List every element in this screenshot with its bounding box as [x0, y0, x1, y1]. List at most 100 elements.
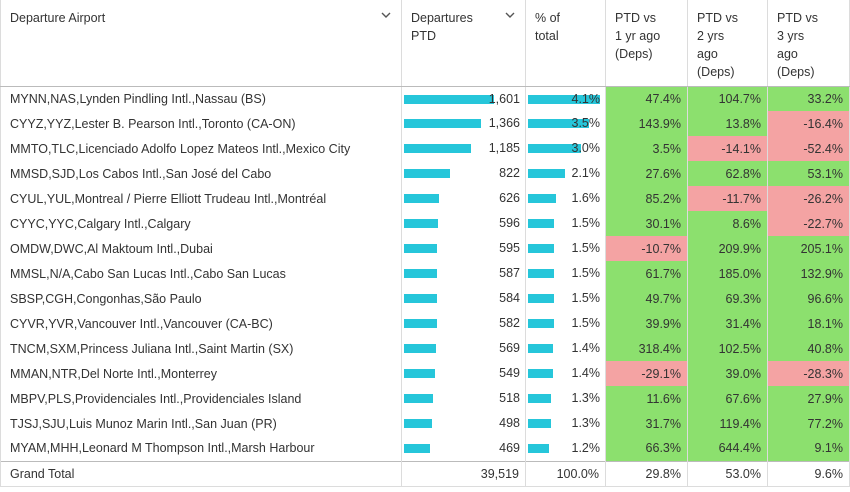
- table-row[interactable]: CYVR,YVR,Vancouver Intl.,Vancouver (CA-B…: [0, 311, 850, 336]
- share-bar: [528, 294, 554, 303]
- airport-name[interactable]: CYVR,YVR,Vancouver Intl.,Vancouver (CA-B…: [0, 311, 402, 336]
- departures-bar: [404, 269, 437, 278]
- share-bar: [528, 344, 553, 353]
- grand-total-row: Grand Total 39,519 100.0% 29.8% 53.0% 9.…: [0, 460, 850, 487]
- vs-2yr-value: 62.8%: [687, 161, 768, 186]
- departures-bar: [404, 169, 450, 178]
- column-header-vs-2yr[interactable]: PTD vs 2 yrs ago (Deps): [687, 0, 768, 87]
- departures-cell: 582: [401, 311, 526, 336]
- airport-name[interactable]: CYUL,YUL,Montreal / Pierre Elliott Trude…: [0, 186, 402, 211]
- airport-name[interactable]: MBPV,PLS,Providenciales Intl.,Providenci…: [0, 386, 402, 411]
- share-cell: 1.6%: [525, 186, 606, 211]
- table-row[interactable]: CYUL,YUL,Montreal / Pierre Elliott Trude…: [0, 186, 850, 211]
- share-bar: [528, 119, 589, 128]
- airport-name[interactable]: MYAM,MHH,Leonard M Thompson Intl.,Marsh …: [0, 436, 402, 461]
- column-header-share-line-2: total: [535, 29, 559, 43]
- vs-3yr-value: -26.2%: [767, 186, 850, 211]
- grand-total-vs-1yr: 29.8%: [605, 460, 688, 487]
- table-row[interactable]: OMDW,DWC,Al Maktoum Intl.,Dubai 595 1.5% -1…: [0, 236, 850, 261]
- airport-name[interactable]: MMSD,SJD,Los Cabos Intl.,San José del Ca…: [0, 161, 402, 186]
- table-row[interactable]: CYYZ,YYZ,Lester B. Pearson Intl.,Toronto…: [0, 111, 850, 136]
- airport-name[interactable]: CYYC,YYC,Calgary Intl.,Calgary: [0, 211, 402, 236]
- share-cell: 1.5%: [525, 261, 606, 286]
- departures-cell: 569: [401, 336, 526, 361]
- column-header-departures-line-1: Departures: [411, 11, 473, 25]
- column-header-vs-1yr[interactable]: PTD vs 1 yr ago (Deps): [605, 0, 688, 87]
- column-header-vs-3yr-line-2: 3 yrs: [777, 29, 805, 43]
- airport-name[interactable]: TJSJ,SJU,Luis Munoz Marin Intl.,San Juan…: [0, 411, 402, 436]
- table-row[interactable]: MMTO,TLC,Licenciado Adolfo Lopez Mateos …: [0, 136, 850, 161]
- table-row[interactable]: MMSL,N/A,Cabo San Lucas Intl.,Cabo San L…: [0, 261, 850, 286]
- share-bar: [528, 269, 554, 278]
- departures-bar: [404, 319, 437, 328]
- table-row[interactable]: TNCM,SXM,Princess Juliana Intl.,Saint Ma…: [0, 336, 850, 361]
- share-cell: 1.2%: [525, 436, 606, 461]
- vs-2yr-value: 102.5%: [687, 336, 768, 361]
- airport-name[interactable]: MMAN,NTR,Del Norte Intl.,Monterrey: [0, 361, 402, 386]
- vs-3yr-value: 77.2%: [767, 411, 850, 436]
- airport-name[interactable]: MMTO,TLC,Licenciado Adolfo Lopez Mateos …: [0, 136, 402, 161]
- departures-bar: [404, 119, 481, 128]
- vs-2yr-value: 31.4%: [687, 311, 768, 336]
- airport-name[interactable]: MMSL,N/A,Cabo San Lucas Intl.,Cabo San L…: [0, 261, 402, 286]
- vs-3yr-value: 132.9%: [767, 261, 850, 286]
- airport-name[interactable]: MYNN,NAS,Lynden Pindling Intl.,Nassau (B…: [0, 86, 402, 111]
- airport-name[interactable]: CYYZ,YYZ,Lester B. Pearson Intl.,Toronto…: [0, 111, 402, 136]
- departures-value: 469: [499, 441, 520, 455]
- vs-2yr-value: 69.3%: [687, 286, 768, 311]
- grand-total-share: 100.0%: [525, 460, 606, 487]
- vs-1yr-value: 49.7%: [605, 286, 688, 311]
- table-row[interactable]: CYYC,YYC,Calgary Intl.,Calgary 596 1.5% 30.…: [0, 211, 850, 236]
- table-row[interactable]: MBPV,PLS,Providenciales Intl.,Providenci…: [0, 386, 850, 411]
- vs-2yr-value: -14.1%: [687, 136, 768, 161]
- airport-name[interactable]: OMDW,DWC,Al Maktoum Intl.,Dubai: [0, 236, 402, 261]
- departures-cell: 549: [401, 361, 526, 386]
- column-header-vs-3yr[interactable]: PTD vs 3 yrs ago (Deps): [767, 0, 850, 87]
- share-value: 1.5%: [571, 266, 601, 280]
- table-row[interactable]: MMSD,SJD,Los Cabos Intl.,San José del Ca…: [0, 161, 850, 186]
- share-value: 1.4%: [571, 341, 601, 355]
- table-row[interactable]: TJSJ,SJU,Luis Munoz Marin Intl.,San Juan…: [0, 411, 850, 436]
- chevron-down-icon[interactable]: [379, 8, 393, 22]
- vs-2yr-value: 209.9%: [687, 236, 768, 261]
- airport-name[interactable]: TNCM,SXM,Princess Juliana Intl.,Saint Ma…: [0, 336, 402, 361]
- share-value: 4.1%: [571, 91, 601, 106]
- vs-1yr-value: 39.9%: [605, 311, 688, 336]
- grand-total-label: Grand Total: [0, 460, 402, 487]
- vs-3yr-value: -52.4%: [767, 136, 850, 161]
- share-bar: [528, 394, 551, 403]
- share-bar: [528, 219, 554, 228]
- share-cell: 1.5%: [525, 286, 606, 311]
- share-cell: 1.4%: [525, 336, 606, 361]
- vs-3yr-value: -22.7%: [767, 211, 850, 236]
- share-cell: 1.3%: [525, 411, 606, 436]
- table-row[interactable]: MYAM,MHH,Leonard M Thompson Intl.,Marsh …: [0, 436, 850, 461]
- share-value: 1.6%: [571, 191, 601, 205]
- vs-1yr-value: 143.9%: [605, 111, 688, 136]
- column-header-share[interactable]: % of total: [525, 0, 606, 87]
- column-header-airport[interactable]: Departure Airport: [0, 0, 402, 87]
- table-row[interactable]: MMAN,NTR,Del Norte Intl.,Monterrey 549 1.4…: [0, 361, 850, 386]
- departures-cell: 1,366: [401, 111, 526, 136]
- vs-1yr-value: 30.1%: [605, 211, 688, 236]
- airport-name[interactable]: SBSP,CGH,Congonhas,São Paulo: [0, 286, 402, 311]
- column-header-vs-1yr-line-1: PTD vs: [615, 11, 656, 25]
- table-body: MYNN,NAS,Lynden Pindling Intl.,Nassau (B…: [0, 86, 850, 461]
- departures-cell: 587: [401, 261, 526, 286]
- vs-2yr-value: 67.6%: [687, 386, 768, 411]
- share-cell: 3.0%: [525, 136, 606, 161]
- departures-value: 498: [499, 416, 520, 430]
- departures-cell: 822: [401, 161, 526, 186]
- table-row[interactable]: MYNN,NAS,Lynden Pindling Intl.,Nassau (B…: [0, 86, 850, 111]
- share-bar: [528, 419, 551, 428]
- departures-value: 626: [499, 191, 520, 205]
- departures-bar: [404, 394, 433, 403]
- column-header-vs-3yr-line-4: (Deps): [777, 65, 815, 79]
- column-header-departures[interactable]: Departures PTD: [401, 0, 526, 87]
- column-header-departures-line-2: PTD: [411, 29, 436, 43]
- departures-bar: [404, 94, 494, 104]
- table-row[interactable]: SBSP,CGH,Congonhas,São Paulo 584 1.5% 49.7%…: [0, 286, 850, 311]
- share-cell: 4.1%: [525, 86, 606, 111]
- share-bar: [528, 444, 549, 453]
- chevron-down-icon[interactable]: [503, 8, 517, 22]
